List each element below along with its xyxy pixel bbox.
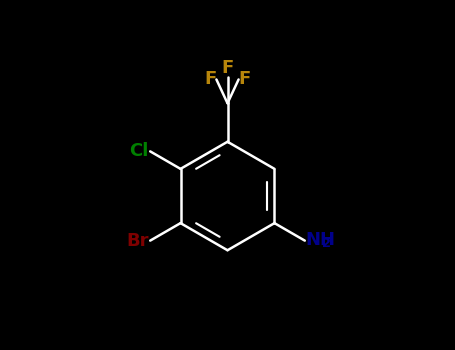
Text: F: F (238, 70, 251, 89)
Text: F: F (204, 70, 217, 89)
Text: Br: Br (126, 232, 148, 250)
Text: 2: 2 (322, 237, 331, 250)
Text: NH: NH (306, 231, 336, 249)
Text: F: F (222, 59, 233, 77)
Text: Cl: Cl (129, 142, 148, 160)
